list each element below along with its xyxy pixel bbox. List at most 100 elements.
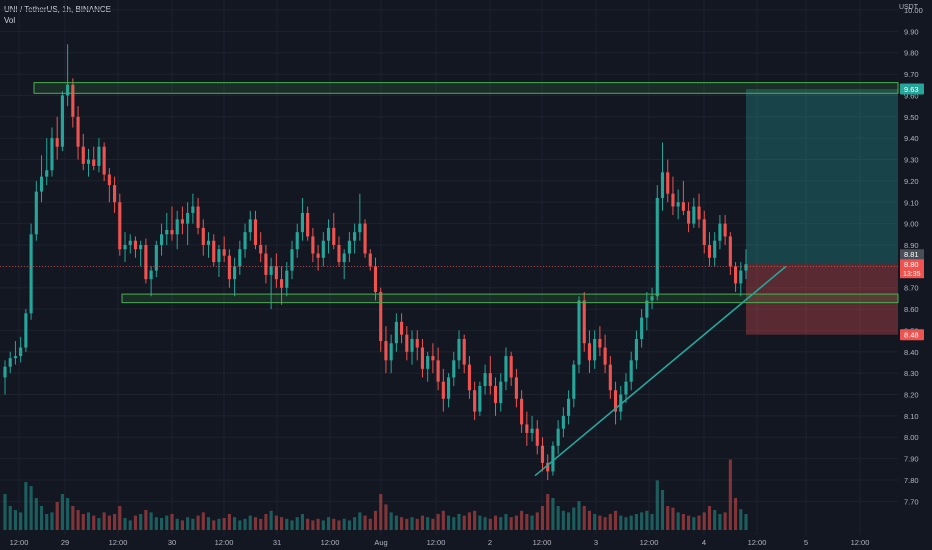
candle-body xyxy=(613,390,618,412)
candle-body xyxy=(113,185,117,203)
candle-body xyxy=(384,341,388,361)
candle-body xyxy=(39,176,44,192)
candle-body xyxy=(19,347,23,357)
candle-body xyxy=(285,270,289,288)
candle-body xyxy=(603,347,607,365)
volume-bar xyxy=(3,494,7,530)
volume-bar xyxy=(212,520,216,530)
candle-body xyxy=(321,240,325,258)
candle-body xyxy=(295,232,299,250)
volume-bar xyxy=(321,520,325,530)
volume-bar xyxy=(45,514,49,530)
candle-body xyxy=(713,240,717,258)
x-tick-label: 5 xyxy=(804,538,808,547)
volume-bar xyxy=(206,517,211,530)
volume-bar xyxy=(165,515,169,530)
candle-body xyxy=(34,191,38,235)
candle-body xyxy=(358,223,362,233)
candle-body xyxy=(593,338,597,361)
candle-body xyxy=(118,202,122,250)
candle-body xyxy=(718,223,722,241)
candle-body xyxy=(264,253,268,275)
candle-body xyxy=(389,343,393,361)
volume-bar xyxy=(520,510,524,530)
current-price-label-bg xyxy=(900,259,924,279)
candle-body xyxy=(253,219,258,245)
y-tick-label: 9.90 xyxy=(904,27,919,36)
volume-bar xyxy=(697,515,701,530)
candle-body xyxy=(634,338,638,361)
volume-bar xyxy=(467,512,471,530)
candle-body xyxy=(687,210,691,224)
candle-body xyxy=(567,398,571,416)
candle-body xyxy=(723,223,727,237)
volume-bar xyxy=(149,512,153,530)
x-tick-label: 12:00 xyxy=(533,538,552,547)
volume-bar xyxy=(645,510,649,530)
volume-bar xyxy=(624,517,628,530)
candle-body xyxy=(133,240,138,250)
candle-body xyxy=(446,377,451,399)
volume-bar xyxy=(358,512,362,530)
candle-body xyxy=(645,300,649,318)
volume-bar xyxy=(139,514,143,530)
x-tick-label: 4 xyxy=(702,538,706,547)
candle-body xyxy=(400,321,404,335)
candle-body xyxy=(306,212,310,237)
candle-body xyxy=(582,300,586,344)
candle-body xyxy=(196,206,200,228)
volume-bar xyxy=(561,510,565,530)
candle-body xyxy=(8,358,12,367)
candle-body xyxy=(50,138,54,171)
volume-bar xyxy=(191,518,195,530)
candle-body xyxy=(483,373,487,386)
candle-body xyxy=(629,360,633,382)
volume-bar xyxy=(337,520,341,530)
candle-body xyxy=(655,197,659,297)
candle-body xyxy=(697,206,701,220)
candle-body xyxy=(431,356,435,361)
volume-bar xyxy=(577,501,581,530)
candle-body xyxy=(154,244,158,271)
y-tick-label: 9.60 xyxy=(904,91,919,100)
volume-bar xyxy=(436,514,440,530)
volume-bar xyxy=(410,517,414,530)
volume-bar xyxy=(582,506,586,530)
y-tick-label: 8.30 xyxy=(904,369,919,378)
candle-body xyxy=(572,364,576,399)
candle-body xyxy=(535,428,539,446)
candle-body xyxy=(180,219,184,224)
volume-bar xyxy=(687,515,691,530)
volume-bar xyxy=(525,514,529,530)
candle-body xyxy=(248,219,252,233)
volume-bar xyxy=(66,498,70,530)
candle-body xyxy=(290,249,294,271)
volume-bar xyxy=(128,520,132,530)
candle-body xyxy=(467,364,471,391)
candle-body xyxy=(274,266,278,280)
y-tick-label: 9.10 xyxy=(904,198,919,207)
volume-bar xyxy=(107,515,111,530)
support-zone xyxy=(121,293,899,304)
candle-body xyxy=(739,270,743,284)
volume-bar xyxy=(332,518,336,530)
candle-body xyxy=(493,385,498,404)
candle-body xyxy=(462,338,466,365)
volume-bar xyxy=(681,514,685,530)
candle-body xyxy=(556,428,560,446)
candle-body xyxy=(457,338,461,361)
volume-bar xyxy=(311,520,315,530)
candle-body xyxy=(233,266,237,280)
candle-body xyxy=(650,296,654,301)
volume-bar xyxy=(326,517,331,530)
volume-bar xyxy=(400,517,404,530)
candle-body xyxy=(504,356,508,382)
volume-bar xyxy=(473,510,477,530)
currency-label: USDT xyxy=(898,4,918,11)
y-tick-label: 9.70 xyxy=(904,70,919,79)
volume-bar xyxy=(24,482,28,530)
volume-bar xyxy=(540,506,545,530)
candle-body xyxy=(436,360,440,382)
y-tick-label: 8.20 xyxy=(904,391,919,400)
